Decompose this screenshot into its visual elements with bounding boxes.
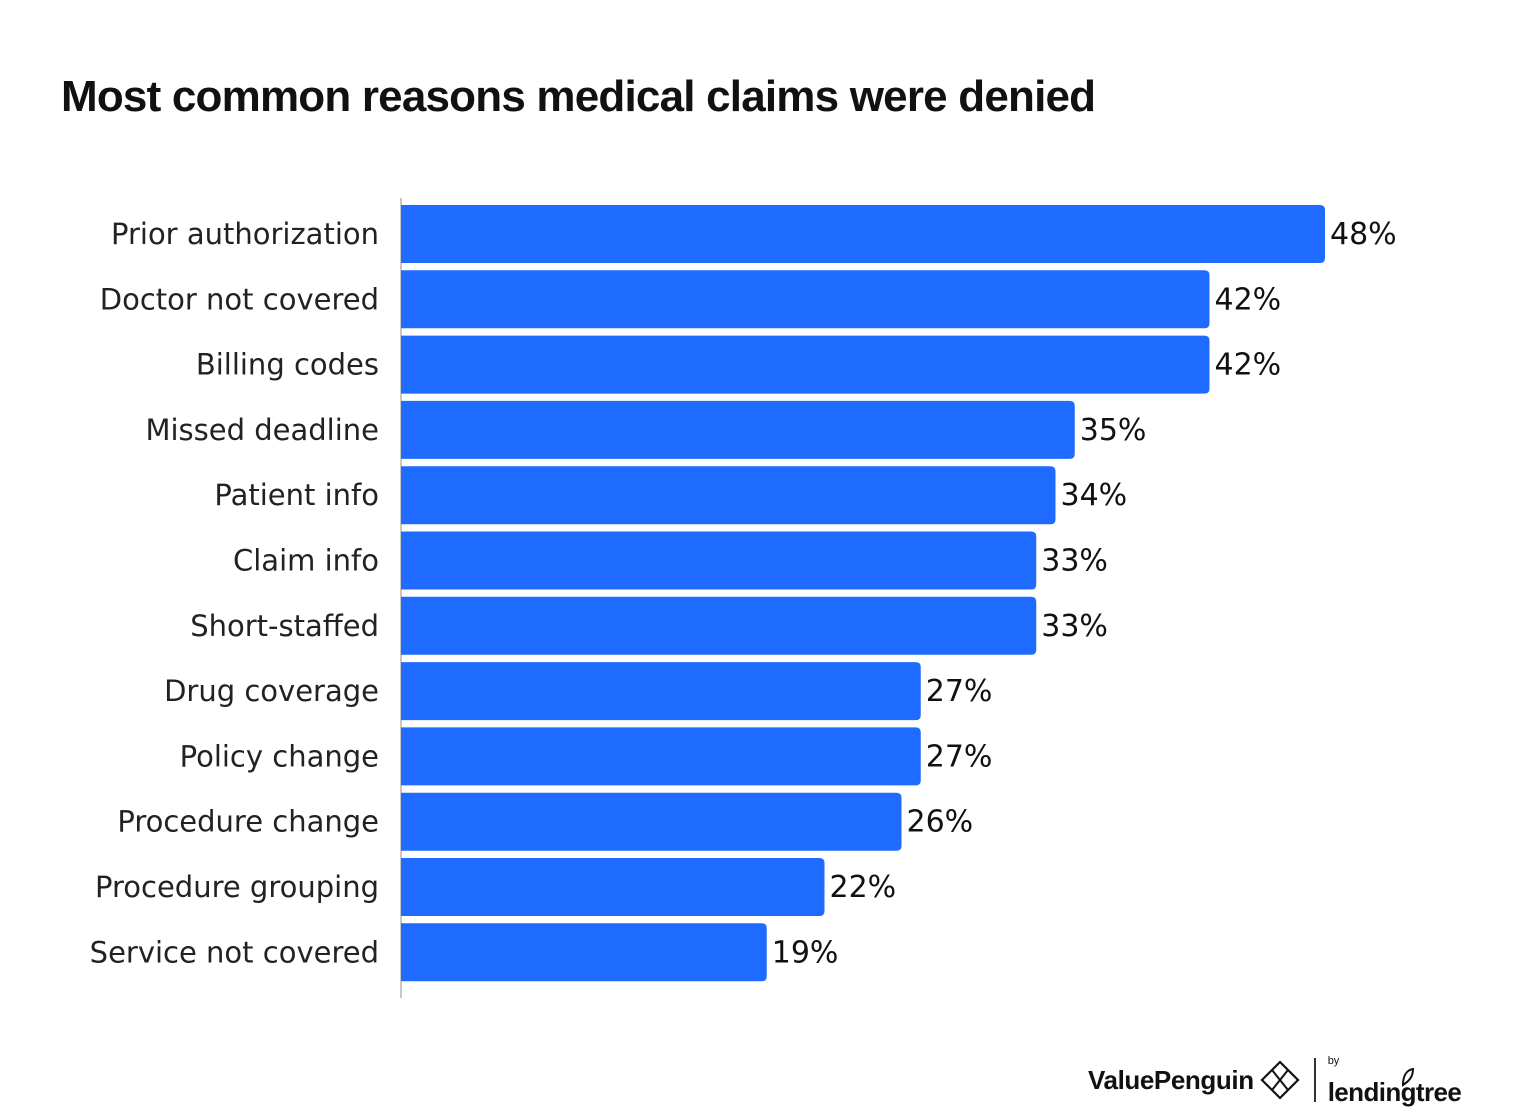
category-label: Missed deadline — [145, 413, 379, 447]
lendingtree-logo-text: lendingtree — [1327, 1076, 1462, 1107]
category-label: Short-staffed — [190, 609, 379, 643]
valuepenguin-logo-text: ValuePenguin — [1088, 1064, 1254, 1095]
by-label: by — [1327, 1054, 1340, 1067]
category-label: Procedure change — [117, 805, 379, 839]
category-label: Doctor not covered — [100, 282, 379, 316]
bar — [401, 205, 1325, 263]
category-label: Drug coverage — [164, 674, 379, 708]
value-label: 33% — [1041, 544, 1108, 579]
bar — [401, 923, 767, 982]
bar — [401, 792, 902, 851]
value-label: 19% — [772, 935, 839, 970]
footer-branding: ValuePenguin by lendingtree — [1088, 1054, 1462, 1106]
bar — [401, 335, 1210, 394]
bar — [401, 400, 1075, 459]
bar-chart: Prior authorization Doctor not covered Bil… — [90, 198, 1397, 998]
category-label: Procedure grouping — [95, 870, 379, 904]
bar — [401, 270, 1210, 329]
value-label: 27% — [926, 674, 993, 709]
category-label: Claim info — [233, 544, 379, 578]
value-label: 33% — [1041, 609, 1108, 644]
category-label: Policy change — [180, 739, 379, 773]
chart-title: Most common reasons medical claims were … — [61, 72, 1096, 121]
category-label: Prior authorization — [111, 217, 379, 251]
value-label: 22% — [830, 870, 897, 905]
value-label: 35% — [1080, 413, 1147, 448]
category-label: Billing codes — [196, 348, 379, 382]
bar — [401, 727, 921, 786]
penguin-diamond-icon — [1260, 1060, 1300, 1100]
bar — [401, 858, 825, 916]
value-label: 26% — [907, 805, 974, 840]
value-label: 42% — [1215, 348, 1282, 383]
bar — [401, 466, 1056, 525]
lendingtree-logo: by lendingtree — [1327, 1054, 1462, 1105]
value-label: 42% — [1215, 282, 1282, 317]
value-label: 27% — [926, 739, 993, 774]
footer-divider — [1313, 1058, 1316, 1102]
value-label: 48% — [1330, 217, 1397, 252]
category-label: Patient info — [214, 478, 379, 512]
value-label: 34% — [1061, 478, 1128, 513]
leaf-icon — [1402, 1067, 1415, 1087]
bar — [401, 596, 1037, 655]
category-label: Service not covered — [90, 935, 379, 969]
bar — [401, 531, 1037, 590]
bar — [401, 662, 921, 721]
